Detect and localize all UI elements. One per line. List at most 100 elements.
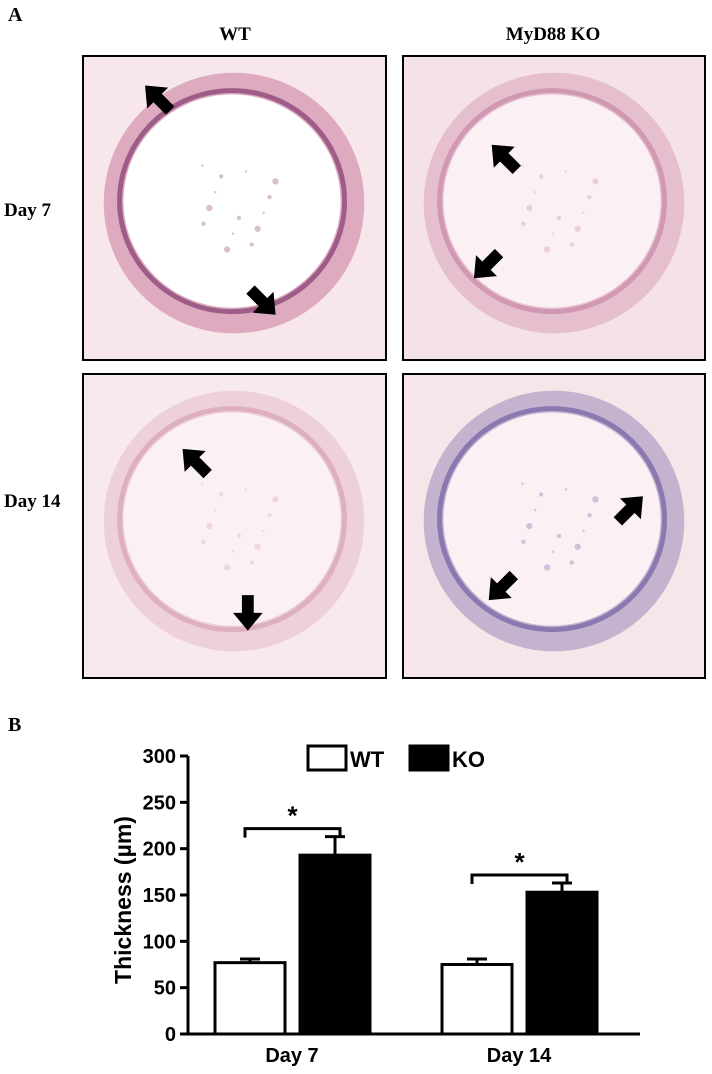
debris-speck [201, 482, 204, 485]
vessel-wall-inner [117, 88, 348, 315]
debris-speck [267, 194, 272, 200]
significance-star: * [287, 801, 298, 831]
y-axis-label: Thickness (µm) [110, 816, 136, 984]
debris-speck [231, 550, 235, 553]
micrograph-ko-day14 [402, 373, 706, 679]
debris-speck [539, 174, 544, 179]
debris-speck [201, 539, 206, 544]
y-tick-label: 50 [154, 978, 176, 1000]
column-label-wt: WT [219, 24, 251, 45]
significance-bracket [243, 827, 342, 838]
debris-speck [543, 564, 551, 571]
panel-a-letter: A [8, 4, 23, 26]
bar-wt-0 [213, 961, 287, 1036]
lumen [123, 412, 341, 626]
debris-speck [587, 512, 592, 518]
y-tick-label: 200 [143, 839, 176, 861]
black-arrow-icon [246, 285, 276, 315]
vessel-wall-inner [437, 406, 667, 633]
lumen [443, 412, 661, 626]
row-label-day7: Day 7 [4, 200, 51, 221]
debris-speck [201, 164, 204, 167]
vessel-wall-inner [437, 88, 667, 315]
debris-speck [521, 539, 526, 544]
debris-speck [219, 174, 224, 179]
lumen [123, 94, 341, 308]
debris-speck [521, 221, 526, 226]
legend-label: KO [452, 747, 485, 772]
significance-bracket [470, 873, 569, 884]
debris-speck [556, 215, 562, 221]
debris-speck [564, 170, 568, 173]
debris-speck [521, 482, 524, 485]
debris-speck [564, 488, 568, 491]
debris-speck [236, 215, 242, 221]
debris-speck [249, 560, 254, 565]
black-arrow-icon [182, 448, 212, 479]
debris-speck [543, 246, 551, 253]
debris-speck [244, 170, 248, 173]
bar-ko-1 [525, 890, 599, 1036]
vessel-wall-inner [117, 406, 348, 633]
y-tick-label: 100 [143, 931, 176, 953]
debris-speck [223, 246, 231, 253]
black-arrow-icon [488, 570, 519, 601]
column-label-ko: MyD88 KO [505, 24, 601, 45]
debris-speck [592, 496, 599, 503]
micrograph-image [84, 375, 385, 677]
debris-speck [223, 564, 231, 571]
debris-speck [587, 194, 592, 200]
debris-speck [582, 529, 585, 533]
debris-speck [262, 529, 265, 533]
x-tick-label: Day 7 [265, 1045, 318, 1067]
debris-speck [526, 204, 533, 212]
debris-speck [262, 211, 265, 215]
black-arrow-icon [473, 248, 504, 279]
micrograph-wt-day7 [82, 55, 387, 361]
debris-speck [569, 242, 574, 247]
black-arrow-icon [491, 144, 521, 175]
debris-speck [254, 225, 261, 232]
debris-speck [574, 543, 581, 550]
debris-speck [551, 550, 555, 553]
debris-speck [592, 178, 599, 185]
debris-speck [267, 512, 272, 518]
debris-speck [534, 191, 537, 194]
debris-speck [254, 543, 261, 550]
debris-speck [249, 242, 254, 247]
micrograph-image [404, 57, 704, 359]
micrograph-wt-day14 [82, 373, 387, 679]
black-arrow-icon [233, 595, 263, 631]
micrograph-image [404, 375, 704, 677]
thickness-bar-chart: 0 50 100 150 200 250 300 Thickness (µm) Day 7 * Da… [110, 744, 640, 1067]
debris-speck [206, 522, 213, 530]
debris-speck [272, 496, 279, 503]
debris-speck [539, 492, 544, 497]
legend-swatch-ko [408, 744, 450, 772]
debris-speck [214, 509, 217, 512]
debris-speck [574, 225, 581, 232]
black-arrow-icon [145, 85, 175, 115]
micrograph-image [84, 57, 385, 359]
y-tick-label: 150 [143, 885, 176, 907]
debris-speck [582, 211, 585, 215]
debris-speck [231, 232, 235, 235]
debris-speck [569, 560, 574, 565]
debris-speck [201, 221, 206, 226]
legend-swatch-wt [306, 744, 348, 772]
debris-speck [521, 164, 524, 167]
y-tick-label: 0 [165, 1024, 176, 1046]
significance-star: * [514, 847, 525, 877]
debris-speck [551, 232, 555, 235]
y-tick-label: 300 [143, 746, 176, 768]
x-tick-label: Day 14 [487, 1045, 552, 1067]
debris-speck [244, 488, 248, 491]
debris-speck [534, 509, 537, 512]
y-tick-label: 250 [143, 792, 176, 814]
debris-speck [219, 492, 224, 497]
debris-speck [272, 178, 279, 185]
debris-speck [214, 191, 217, 194]
debris-speck [526, 522, 533, 530]
debris-speck [556, 533, 562, 539]
debris-speck [206, 204, 213, 212]
